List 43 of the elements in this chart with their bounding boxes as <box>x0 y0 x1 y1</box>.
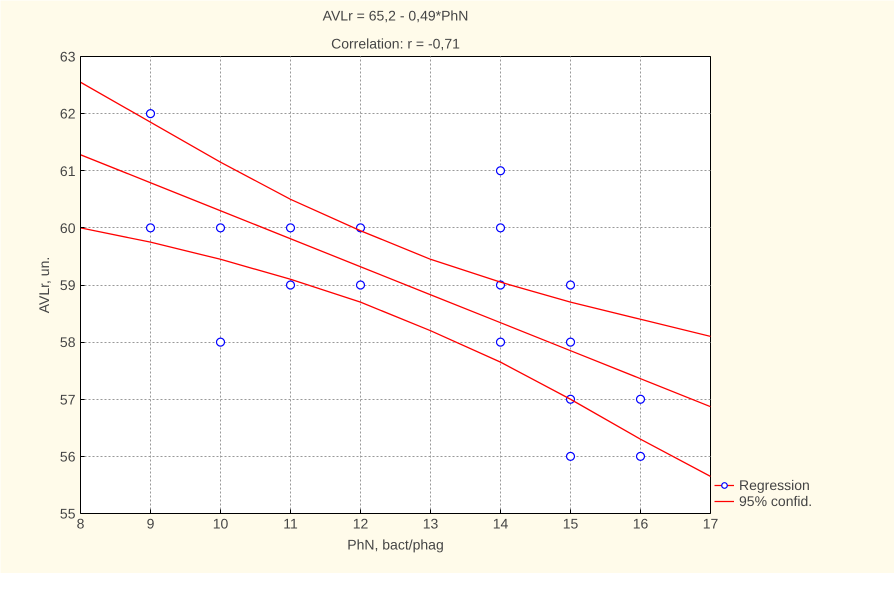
y-tick-label: 55 <box>60 506 76 522</box>
y-tick-label: 63 <box>60 48 76 64</box>
x-tick-label: 12 <box>352 516 368 532</box>
point <box>146 223 156 232</box>
point <box>636 394 646 404</box>
legend-label: 95% confid. <box>739 493 812 509</box>
point <box>286 280 296 290</box>
point <box>216 338 226 347</box>
point <box>216 223 226 232</box>
point <box>566 280 576 290</box>
legend-label: Regression <box>739 477 810 493</box>
x-tick-label: 16 <box>632 516 648 532</box>
x-tick-label: 17 <box>702 516 718 532</box>
point <box>496 223 506 232</box>
y-tick-label: 56 <box>60 448 76 464</box>
y-tick-label: 60 <box>60 220 76 236</box>
x-axis-title: PhN, bact/phag <box>347 536 444 552</box>
line-series <box>80 154 710 408</box>
point <box>286 223 296 232</box>
point <box>566 452 576 461</box>
point <box>496 166 506 176</box>
x-tick-label: 14 <box>492 516 508 532</box>
chart-subtitle: Correlation: r = -0,71 <box>331 36 460 52</box>
x-tick-label: 8 <box>76 516 85 532</box>
point <box>636 452 646 461</box>
line-series <box>80 227 710 478</box>
point <box>566 338 576 347</box>
x-tick-label: 10 <box>212 516 228 532</box>
y-tick-label: 57 <box>60 391 76 408</box>
point <box>356 280 366 290</box>
y-tick-label: 61 <box>60 162 76 179</box>
line-series <box>80 82 710 338</box>
y-tick-label: 58 <box>60 334 76 350</box>
point <box>146 109 156 118</box>
point <box>496 338 506 347</box>
x-tick-label: 9 <box>146 516 155 532</box>
chart-title: AVLr = 65,2 - 0,49*PhN <box>322 8 468 24</box>
y-tick-label: 59 <box>60 277 76 293</box>
y-tick-label: 62 <box>60 106 76 122</box>
x-tick-label: 13 <box>422 516 438 532</box>
y-axis-title: AVLr, un. <box>36 256 52 314</box>
x-tick-label: 11 <box>283 516 298 532</box>
x-tick-label: 15 <box>562 516 578 532</box>
